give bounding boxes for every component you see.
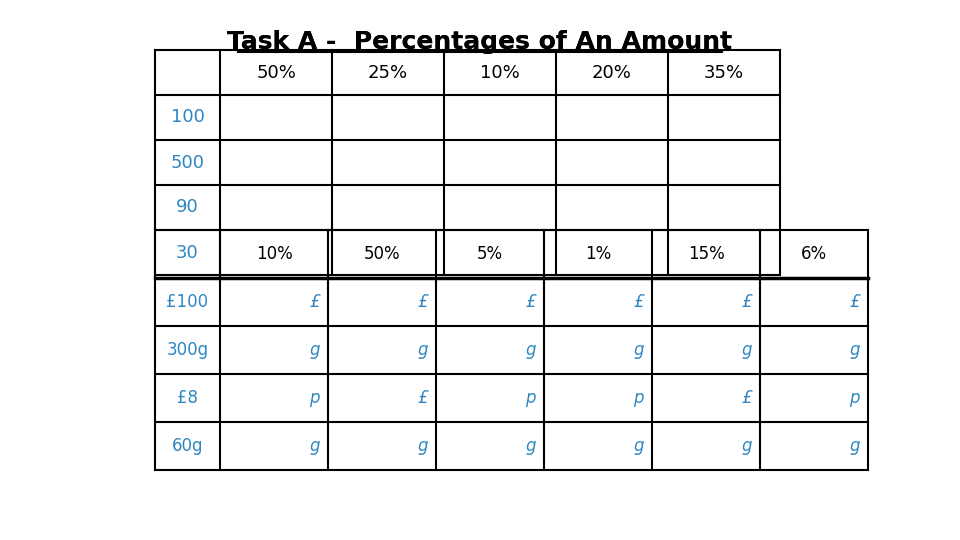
- Text: £: £: [741, 389, 752, 407]
- Text: g: g: [309, 437, 320, 455]
- Text: g: g: [741, 341, 752, 359]
- Text: p: p: [850, 389, 860, 407]
- Text: p: p: [525, 389, 536, 407]
- Text: g: g: [525, 437, 536, 455]
- Text: 5%: 5%: [477, 245, 503, 263]
- Text: g: g: [418, 437, 428, 455]
- Text: p: p: [309, 389, 320, 407]
- Text: 500: 500: [171, 153, 204, 172]
- Text: g: g: [525, 341, 536, 359]
- Text: 20%: 20%: [592, 64, 632, 82]
- Text: £100: £100: [166, 293, 208, 311]
- Text: £: £: [418, 293, 428, 311]
- Text: 10%: 10%: [255, 245, 293, 263]
- Text: 25%: 25%: [368, 64, 408, 82]
- Text: £: £: [850, 293, 860, 311]
- Text: 50%: 50%: [364, 245, 400, 263]
- Text: 50%: 50%: [256, 64, 296, 82]
- Text: g: g: [741, 437, 752, 455]
- Text: 35%: 35%: [704, 64, 744, 82]
- Text: 100: 100: [171, 109, 204, 126]
- Text: 30: 30: [176, 244, 199, 261]
- Text: 90: 90: [176, 199, 199, 217]
- Text: 300g: 300g: [166, 341, 208, 359]
- Text: 6%: 6%: [801, 245, 828, 263]
- Text: £8: £8: [177, 389, 198, 407]
- Text: g: g: [309, 341, 320, 359]
- Text: g: g: [418, 341, 428, 359]
- Text: 10%: 10%: [480, 64, 520, 82]
- Text: 15%: 15%: [687, 245, 725, 263]
- Text: Task A -  Percentages of An Amount: Task A - Percentages of An Amount: [228, 30, 732, 54]
- Text: g: g: [850, 341, 860, 359]
- Text: 60g: 60g: [172, 437, 204, 455]
- Text: g: g: [634, 437, 644, 455]
- Text: £: £: [309, 293, 320, 311]
- Text: Task A -  Percentages of An Amount: Task A - Percentages of An Amount: [228, 30, 732, 54]
- Text: 1%: 1%: [585, 245, 612, 263]
- Text: £: £: [741, 293, 752, 311]
- Text: g: g: [850, 437, 860, 455]
- Text: p: p: [634, 389, 644, 407]
- Text: £: £: [525, 293, 536, 311]
- Text: g: g: [634, 341, 644, 359]
- Text: £: £: [418, 389, 428, 407]
- Text: £: £: [634, 293, 644, 311]
